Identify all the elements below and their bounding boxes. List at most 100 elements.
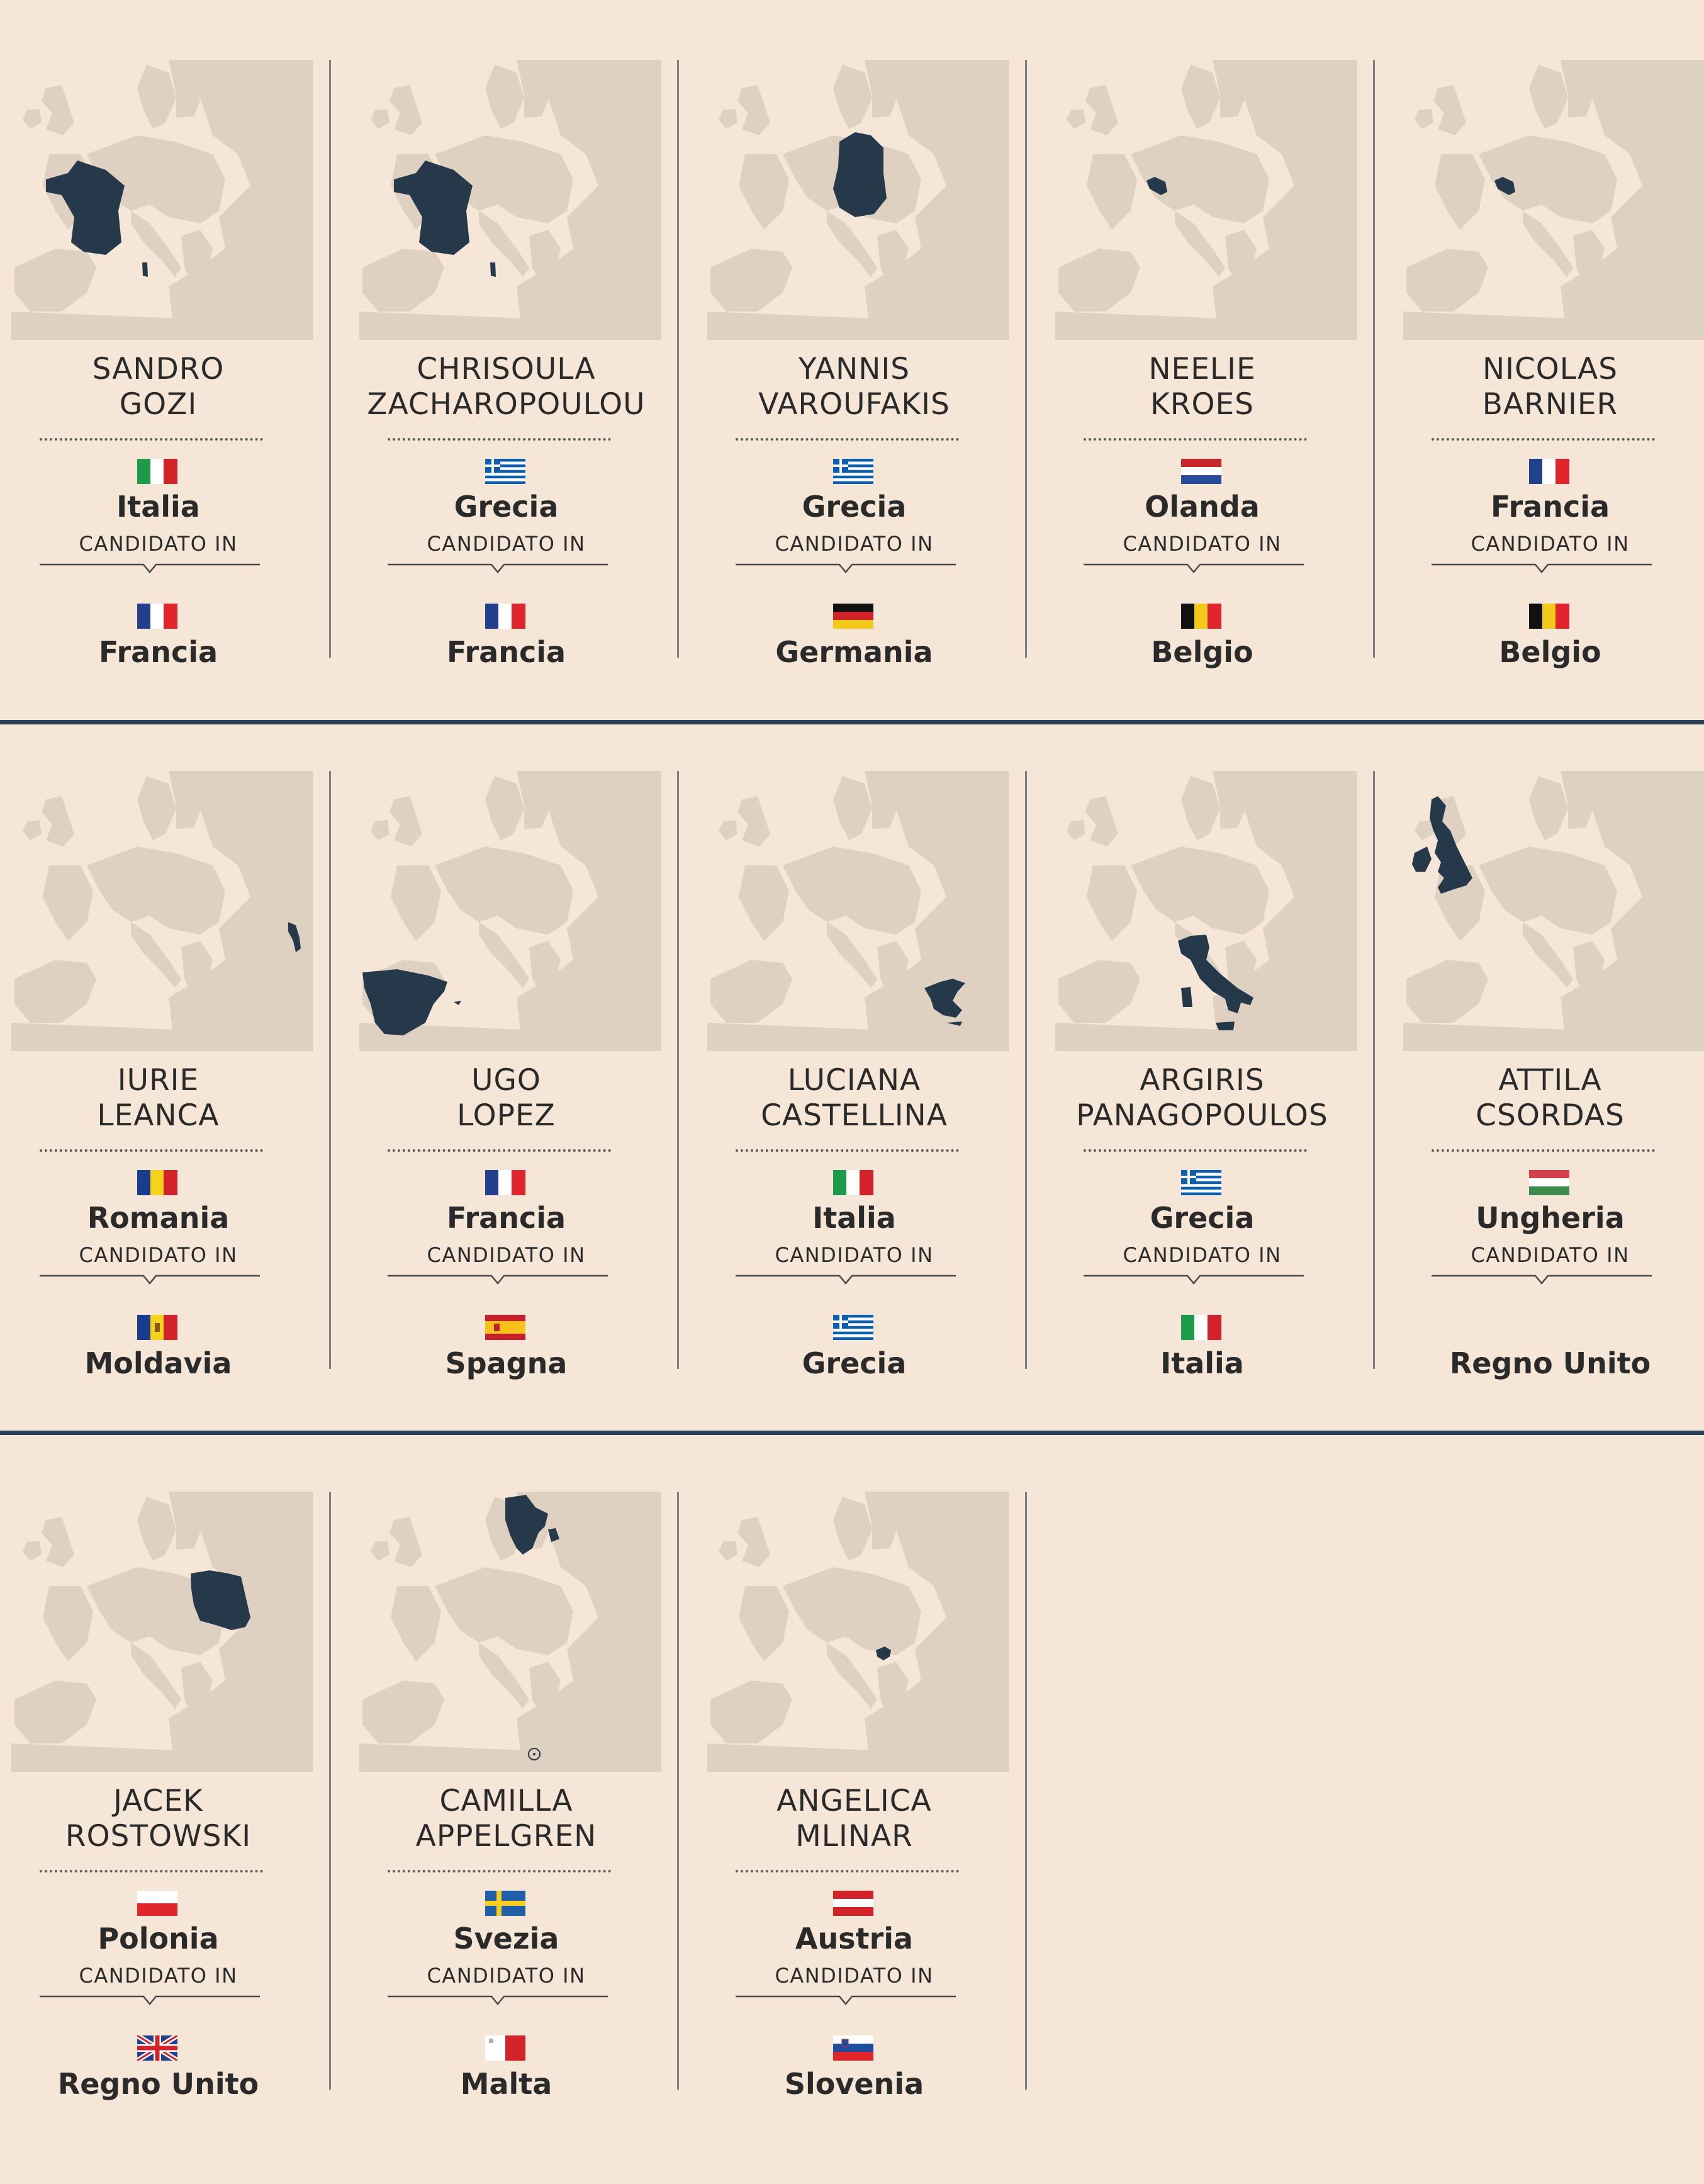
origin-country: Grecia xyxy=(454,490,559,524)
candidate-name: ANGELICA MLINAR xyxy=(699,1784,1009,1854)
destination-flag-icon xyxy=(137,1315,177,1340)
candidate-card: NEELIE KROES Olanda CANDIDATO IN Belgio xyxy=(1047,60,1395,752)
candidate-last-name: LOPEZ xyxy=(457,1098,556,1133)
destination-country: Malta xyxy=(460,2067,552,2101)
candidate-card: LUCIANA CASTELLINA Italia CANDIDATO IN Greci… xyxy=(699,771,1047,1463)
column-divider xyxy=(1025,60,1027,658)
dotted-divider xyxy=(40,1149,263,1152)
origin-flag-icon xyxy=(137,459,177,484)
destination-country: Francia xyxy=(446,635,566,669)
candidate-name: CAMILLA APPELGREN xyxy=(351,1784,661,1854)
column-divider xyxy=(677,60,679,658)
dotted-divider xyxy=(736,1870,959,1872)
europe-map xyxy=(11,1492,313,1772)
candidate-last-name: LEANCA xyxy=(97,1098,220,1133)
candidate-name: ARGIRIS PANAGOPOULOS xyxy=(1047,1063,1357,1134)
origin-flag-icon xyxy=(1181,1170,1221,1195)
candidate-card: ATTILA CSORDAS Ungheria CANDIDATO IN Regno U… xyxy=(1395,771,1704,1463)
candidate-card: SANDRO GOZI Italia CANDIDATO IN Francia xyxy=(3,60,351,752)
origin-country: Francia xyxy=(1490,490,1610,524)
destination-country: Belgio xyxy=(1499,635,1601,669)
origin-flag-icon xyxy=(485,1891,525,1916)
row-separator xyxy=(0,720,1704,724)
candidate-in-label: CANDIDATO IN xyxy=(427,1243,586,1267)
candidate-last-name: MLINAR xyxy=(795,1819,913,1854)
dotted-divider xyxy=(388,1149,611,1152)
dotted-divider xyxy=(1084,1149,1307,1152)
candidate-first-name: CHRISOULA xyxy=(417,352,596,386)
column-divider xyxy=(329,1492,331,2090)
candidate-first-name: ANGELICA xyxy=(776,1784,932,1818)
destination-country: Belgio xyxy=(1151,635,1253,669)
candidate-last-name: VAROUFAKIS xyxy=(758,387,950,422)
column-divider xyxy=(329,771,331,1369)
candidate-first-name: NICOLAS xyxy=(1482,352,1618,386)
candidate-card: CAMILLA APPELGREN Svezia CANDIDATO IN Malta xyxy=(351,1492,699,2184)
candidate-card: NICOLAS BARNIER Francia CANDIDATO IN Belgio xyxy=(1395,60,1704,752)
column-divider xyxy=(677,1492,679,2090)
candidate-last-name: PANAGOPOULOS xyxy=(1076,1098,1328,1133)
europe-map xyxy=(707,60,1009,340)
candidate-first-name: YANNIS xyxy=(798,352,911,386)
row-separator xyxy=(0,1431,1704,1435)
europe-map xyxy=(1403,60,1704,340)
destination-flag-icon xyxy=(833,604,873,629)
candidate-last-name: ROSTOWSKI xyxy=(65,1819,252,1854)
origin-flag-icon xyxy=(1529,1170,1569,1195)
candidate-card: ARGIRIS PANAGOPOULOS Grecia CANDIDATO IN Ita… xyxy=(1047,771,1395,1463)
candidate-card: JACEK ROSTOWSKI Polonia CANDIDATO IN Regno U… xyxy=(3,1492,351,2184)
candidate-last-name: CSORDAS xyxy=(1476,1098,1625,1133)
dotted-divider xyxy=(388,438,611,441)
destination-flag-icon xyxy=(833,2035,873,2061)
candidate-card: IURIE LEANCA Romania CANDIDATO IN Moldavia xyxy=(3,771,351,1463)
destination-country: Regno Unito xyxy=(1449,1346,1651,1380)
arrow-divider xyxy=(1084,563,1304,576)
origin-country: Svezia xyxy=(453,1922,559,1956)
origin-flag-icon xyxy=(485,1170,525,1195)
candidate-in-label: CANDIDATO IN xyxy=(427,1964,586,1988)
europe-map xyxy=(1055,60,1357,340)
candidate-in-label: CANDIDATO IN xyxy=(79,532,238,556)
europe-map xyxy=(11,60,313,340)
candidate-in-label: CANDIDATO IN xyxy=(427,532,586,556)
origin-country: Grecia xyxy=(802,490,907,524)
destination-country: Slovenia xyxy=(784,2067,924,2101)
candidate-name: LUCIANA CASTELLINA xyxy=(699,1063,1009,1134)
destination-country: Regno Unito xyxy=(57,2067,259,2101)
candidate-first-name: CAMILLA xyxy=(439,1784,573,1818)
candidate-in-label: CANDIDATO IN xyxy=(1471,1243,1630,1267)
candidate-first-name: ATTILA xyxy=(1498,1063,1602,1098)
candidate-card: CHRISOULA ZACHAROPOULOU Grecia CANDIDATO IN… xyxy=(351,60,699,752)
dotted-divider xyxy=(1432,1149,1655,1152)
dotted-divider xyxy=(1432,438,1655,441)
arrow-divider xyxy=(40,1995,260,2008)
destination-flag-icon xyxy=(485,604,525,629)
candidate-first-name: JACEK xyxy=(113,1784,203,1818)
column-divider xyxy=(1025,1492,1027,2090)
origin-country: Ungheria xyxy=(1476,1201,1625,1235)
column-divider xyxy=(329,60,331,658)
europe-map xyxy=(359,60,661,340)
destination-flag-icon xyxy=(137,2035,177,2061)
destination-flag-icon xyxy=(1529,604,1569,629)
arrow-divider xyxy=(388,1995,608,2008)
candidate-card: YANNIS VAROUFAKIS Grecia CANDIDATO IN German… xyxy=(699,60,1047,752)
candidate-last-name: ZACHAROPOULOU xyxy=(367,387,646,422)
origin-flag-icon xyxy=(137,1170,177,1195)
candidate-first-name: NEELIE xyxy=(1148,352,1256,386)
candidate-name: NICOLAS BARNIER xyxy=(1395,352,1704,422)
column-divider xyxy=(1373,771,1375,1369)
destination-flag-icon xyxy=(1181,1315,1221,1340)
candidate-in-label: CANDIDATO IN xyxy=(1471,532,1630,556)
candidate-last-name: APPELGREN xyxy=(415,1819,597,1854)
candidate-name: CHRISOULA ZACHAROPOULOU xyxy=(351,352,661,422)
arrow-divider xyxy=(388,1275,608,1287)
destination-country: Grecia xyxy=(802,1346,907,1380)
destination-country: Italia xyxy=(1160,1346,1244,1380)
destination-flag-icon xyxy=(137,604,177,629)
origin-country: Romania xyxy=(87,1201,230,1235)
candidate-in-label: CANDIDATO IN xyxy=(775,1243,934,1267)
destination-country: Spagna xyxy=(445,1346,568,1380)
candidate-in-label: CANDIDATO IN xyxy=(1123,1243,1282,1267)
column-divider xyxy=(1373,60,1375,658)
